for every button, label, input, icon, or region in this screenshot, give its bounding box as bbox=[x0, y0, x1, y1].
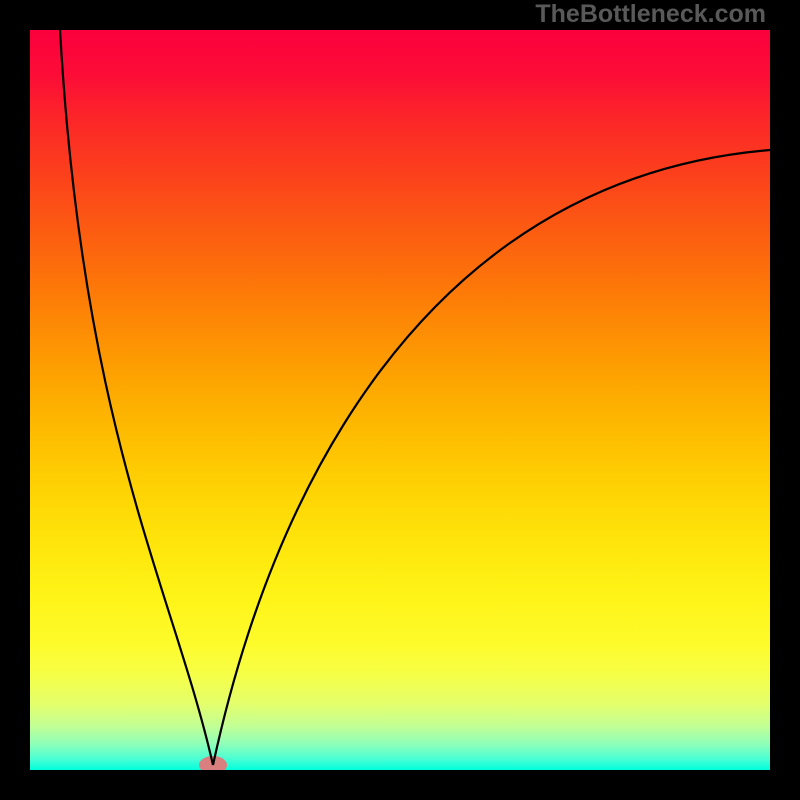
curve-left-branch bbox=[60, 30, 213, 765]
curve-svg bbox=[30, 30, 770, 770]
watermark-text: TheBottleneck.com bbox=[535, 0, 766, 29]
plot-area bbox=[30, 30, 770, 770]
chart-container: TheBottleneck.com bbox=[0, 0, 800, 800]
curve-right-branch bbox=[213, 150, 770, 765]
